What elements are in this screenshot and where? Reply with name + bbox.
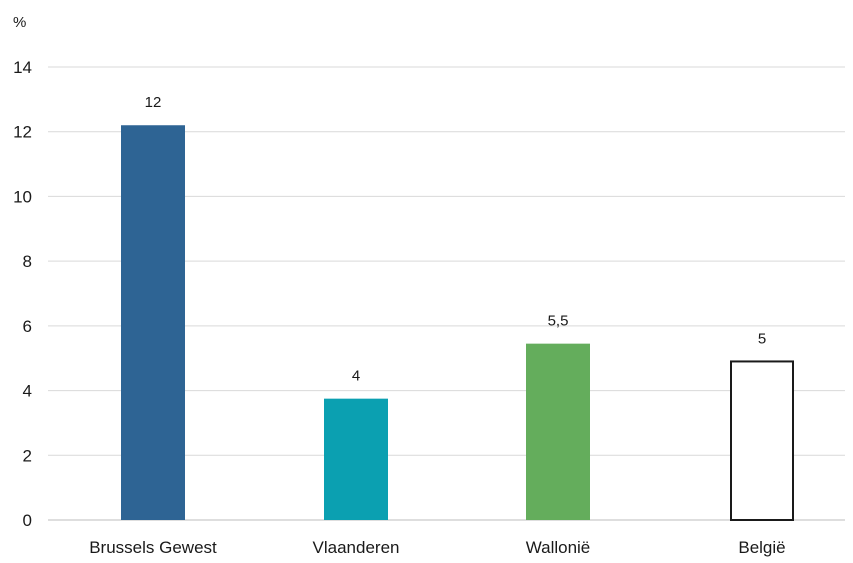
data-labels: 12 4 5,5 5 bbox=[145, 94, 767, 384]
y-tick-label: 2 bbox=[23, 446, 32, 465]
x-category-label: Wallonië bbox=[526, 538, 591, 557]
x-category-label: Vlaanderen bbox=[313, 538, 400, 557]
y-tick-label: 8 bbox=[23, 252, 32, 271]
data-label: 12 bbox=[145, 94, 162, 111]
y-axis-ticks: 0 2 4 6 8 10 12 14 bbox=[13, 58, 32, 530]
x-axis-categories: Brussels Gewest Vlaanderen Wallonië België bbox=[89, 538, 785, 557]
x-category-label: Brussels Gewest bbox=[89, 538, 217, 557]
y-tick-label: 6 bbox=[23, 317, 32, 336]
data-label: 4 bbox=[352, 368, 360, 385]
bar bbox=[324, 398, 388, 520]
bar bbox=[526, 343, 590, 520]
y-tick-label: 4 bbox=[23, 382, 32, 401]
y-tick-label: 12 bbox=[13, 123, 32, 142]
data-label: 5,5 bbox=[548, 313, 569, 330]
y-axis-unit-label: % bbox=[13, 14, 26, 31]
y-tick-label: 14 bbox=[13, 58, 32, 77]
bar bbox=[121, 125, 185, 520]
data-label: 5 bbox=[758, 330, 766, 347]
x-category-label: België bbox=[738, 538, 785, 557]
bars bbox=[121, 125, 794, 522]
y-tick-label: 10 bbox=[13, 187, 32, 206]
y-tick-label: 0 bbox=[23, 511, 32, 530]
bar bbox=[730, 360, 794, 522]
